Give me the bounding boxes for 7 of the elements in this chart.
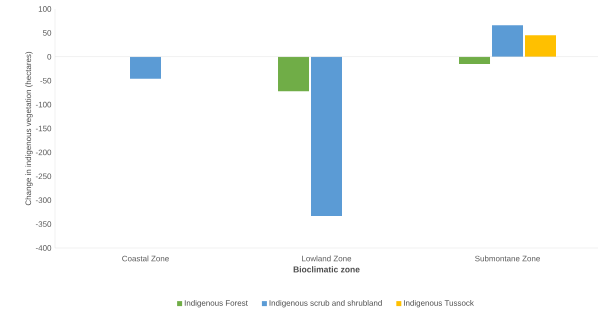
bar (459, 56, 490, 64)
bar (130, 56, 162, 79)
bar (278, 56, 310, 92)
x-axis-title: Bioclimatic zone (294, 266, 360, 272)
bar (311, 56, 342, 216)
bar (525, 35, 556, 57)
bar (492, 25, 524, 57)
